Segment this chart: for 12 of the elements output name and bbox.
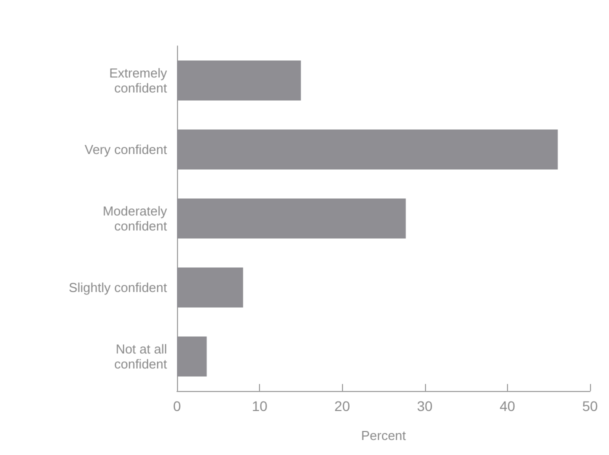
x-tick-label: 0 [173, 398, 182, 414]
x-tick-label: 10 [252, 398, 268, 414]
y-tick-label: Moderately confident [102, 204, 168, 234]
x-tick-label: 30 [417, 398, 433, 414]
y-tick-label: Not at all confident [114, 342, 168, 372]
y-tick-label: Very confident [84, 142, 168, 157]
y-tick-label: Slightly confident [68, 280, 168, 295]
x-tick-label: 40 [500, 398, 516, 414]
x-tick-label: 50 [582, 398, 598, 414]
x-axis-title: Percent [361, 428, 406, 443]
x-tick-label: 20 [334, 398, 350, 414]
y-tick-label: Extremely confident [109, 66, 168, 96]
